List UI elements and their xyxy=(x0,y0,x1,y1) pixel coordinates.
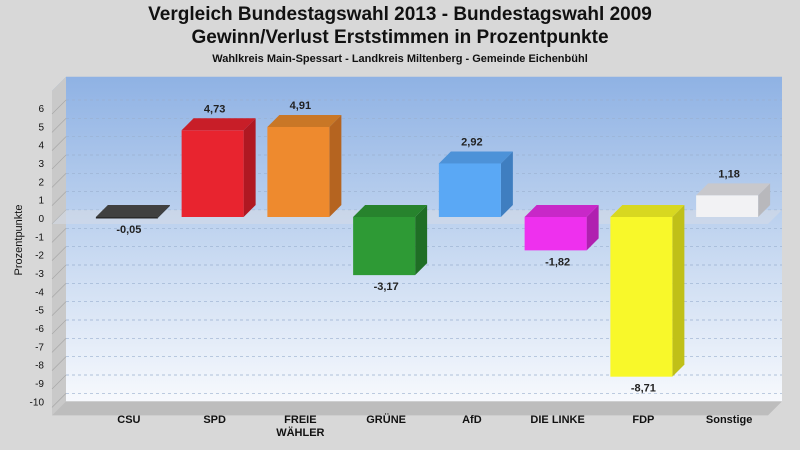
y-tick-label: 4 xyxy=(38,141,44,152)
chart-title: Vergleich Bundestagswahl 2013 - Bundesta… xyxy=(148,4,652,25)
gridline-side xyxy=(51,301,67,316)
gridline-side xyxy=(51,136,67,151)
data-label: 4,91 xyxy=(290,100,311,112)
gridline-side xyxy=(51,191,67,206)
gridline-side xyxy=(51,228,67,243)
bar-top xyxy=(438,151,513,164)
data-label: -0,05 xyxy=(116,224,141,236)
plot-left-wall xyxy=(52,76,66,416)
bar-top xyxy=(524,205,599,217)
bar xyxy=(524,217,587,251)
gridline-side xyxy=(51,356,67,371)
gridline-side xyxy=(51,173,67,188)
chart-region: Wahlkreis Main-Spessart - Landkreis Milt… xyxy=(212,53,588,65)
bar-top xyxy=(353,205,428,217)
y-tick-label: -1 xyxy=(35,232,44,243)
y-tick-label: -5 xyxy=(35,306,44,317)
data-label: 4,73 xyxy=(204,103,225,115)
bar-top xyxy=(610,205,685,217)
y-tick-label: 1 xyxy=(38,196,44,207)
y-tick-label: 5 xyxy=(38,122,44,133)
data-label: -1,82 xyxy=(545,256,570,268)
gridline-side xyxy=(51,264,67,280)
bar-top xyxy=(95,205,170,217)
bar-side xyxy=(586,205,599,251)
gridline-side xyxy=(51,319,67,335)
bar xyxy=(353,217,416,276)
bar-side xyxy=(672,205,685,377)
plot-floor xyxy=(52,401,782,416)
bar-side xyxy=(243,118,256,217)
y-tick-label: -4 xyxy=(35,287,44,298)
y-tick-label: -10 xyxy=(30,397,45,408)
x-tick-label: SPD xyxy=(203,414,226,426)
bar-top xyxy=(267,114,342,127)
bar xyxy=(181,130,244,217)
y-tick-label: -7 xyxy=(35,342,44,353)
bar xyxy=(95,217,158,219)
x-tick-label: GRÜNE xyxy=(366,413,406,426)
x-tick-label: WÄHLER xyxy=(276,426,324,439)
y-tick-label: -9 xyxy=(35,379,44,390)
y-tick-label: -6 xyxy=(35,324,44,335)
y-tick-label: 0 xyxy=(38,214,44,225)
x-tick-label: DIE LINKE xyxy=(530,414,584,426)
y-tick-label: 3 xyxy=(38,159,44,170)
bar-top xyxy=(181,118,256,131)
data-label: -8,71 xyxy=(631,383,656,395)
x-tick-label: Sonstige xyxy=(706,414,752,426)
x-tick-label: FREIE xyxy=(284,414,316,426)
x-tick-label: AfD xyxy=(462,414,482,426)
y-axis-title: Prozentpunkte xyxy=(13,205,25,276)
y-tick-label: 6 xyxy=(38,104,44,115)
x-tick-label: CSU xyxy=(117,414,140,426)
bar-side xyxy=(415,205,428,276)
y-tick-label: -8 xyxy=(35,361,44,372)
bar xyxy=(438,163,501,217)
gridline-side xyxy=(51,374,67,390)
bar-top xyxy=(696,183,771,196)
y-tick-label: 2 xyxy=(38,177,44,188)
bar-side xyxy=(329,114,342,217)
y-tick-label: -3 xyxy=(35,269,44,280)
y-tick-label: -2 xyxy=(35,251,44,262)
bar-side xyxy=(500,151,513,217)
gridline-side xyxy=(51,283,67,298)
gridline-side xyxy=(51,393,67,408)
bar xyxy=(610,217,673,377)
gridline-side xyxy=(51,154,67,170)
bar-side xyxy=(157,205,170,218)
data-label: 1,18 xyxy=(718,168,739,180)
x-tick-label: FDP xyxy=(632,414,654,426)
chart-subtitle: Gewinn/Verlust Erststimmen in Prozentpun… xyxy=(191,27,609,48)
bar xyxy=(696,195,759,217)
bar xyxy=(267,126,330,217)
gridline-side xyxy=(51,246,67,261)
gridline-side xyxy=(51,99,67,115)
data-label: -3,17 xyxy=(374,281,399,293)
gridline-side xyxy=(51,338,67,353)
gridline-side xyxy=(51,118,67,133)
data-label: 2,92 xyxy=(461,136,482,148)
bar-side xyxy=(758,183,771,217)
